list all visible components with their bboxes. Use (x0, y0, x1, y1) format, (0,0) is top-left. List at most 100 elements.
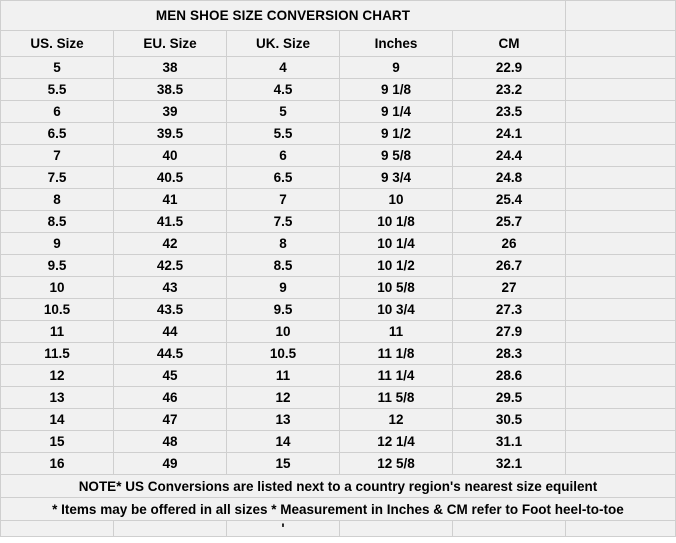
cell-us-size[interactable]: 7.5 (0, 166, 114, 189)
cell-inches[interactable]: 11 1/4 (339, 364, 453, 387)
row-spacer-cell[interactable] (565, 386, 676, 409)
cell-eu-size[interactable]: 43.5 (113, 298, 227, 321)
cell-eu-size[interactable]: 44.5 (113, 342, 227, 365)
cell-uk-size[interactable]: 11 (226, 364, 340, 387)
cell-inches[interactable]: 11 (339, 320, 453, 343)
row-spacer-cell[interactable] (565, 56, 676, 79)
cell-inches[interactable]: 12 (339, 408, 453, 431)
cell-inches[interactable]: 9 (339, 56, 453, 79)
cell-uk-size[interactable]: 14 (226, 430, 340, 453)
cell-cm[interactable]: 23.5 (452, 100, 566, 123)
row-spacer-cell[interactable] (565, 78, 676, 101)
cell-uk-size[interactable]: 5.5 (226, 122, 340, 145)
empty-cell-uk[interactable]: ' (226, 520, 340, 537)
column-header-cm[interactable]: CM (452, 30, 566, 57)
cell-us-size[interactable]: 7 (0, 144, 114, 167)
cell-us-size[interactable]: 14 (0, 408, 114, 431)
cell-uk-size[interactable]: 8.5 (226, 254, 340, 277)
cell-cm[interactable]: 26 (452, 232, 566, 255)
cell-uk-size[interactable]: 12 (226, 386, 340, 409)
cell-eu-size[interactable]: 48 (113, 430, 227, 453)
cell-eu-size[interactable]: 39.5 (113, 122, 227, 145)
row-spacer-cell[interactable] (565, 342, 676, 365)
row-spacer-cell[interactable] (565, 144, 676, 167)
cell-us-size[interactable]: 16 (0, 452, 114, 475)
cell-cm[interactable]: 22.9 (452, 56, 566, 79)
cell-eu-size[interactable]: 40.5 (113, 166, 227, 189)
cell-us-size[interactable]: 5.5 (0, 78, 114, 101)
cell-inches[interactable]: 12 1/4 (339, 430, 453, 453)
cell-cm[interactable]: 30.5 (452, 408, 566, 431)
cell-inches[interactable]: 10 5/8 (339, 276, 453, 299)
cell-eu-size[interactable]: 46 (113, 386, 227, 409)
cell-cm[interactable]: 27.3 (452, 298, 566, 321)
cell-us-size[interactable]: 8 (0, 188, 114, 211)
cell-eu-size[interactable]: 42.5 (113, 254, 227, 277)
cell-uk-size[interactable]: 10.5 (226, 342, 340, 365)
row-spacer-cell[interactable] (565, 210, 676, 233)
cell-cm[interactable]: 32.1 (452, 452, 566, 475)
cell-inches[interactable]: 11 5/8 (339, 386, 453, 409)
cell-us-size[interactable]: 9.5 (0, 254, 114, 277)
column-header-eu-size[interactable]: EU. Size (113, 30, 227, 57)
cell-inches[interactable]: 11 1/8 (339, 342, 453, 365)
cell-eu-size[interactable]: 40 (113, 144, 227, 167)
cell-inches[interactable]: 10 1/4 (339, 232, 453, 255)
cell-inches[interactable]: 12 5/8 (339, 452, 453, 475)
row-spacer-cell[interactable] (565, 408, 676, 431)
cell-eu-size[interactable]: 39 (113, 100, 227, 123)
empty-cell-us[interactable] (0, 520, 114, 537)
cell-uk-size[interactable]: 15 (226, 452, 340, 475)
row-spacer-cell[interactable] (565, 452, 676, 475)
cell-uk-size[interactable]: 7.5 (226, 210, 340, 233)
cell-uk-size[interactable]: 6 (226, 144, 340, 167)
cell-uk-size[interactable]: 4.5 (226, 78, 340, 101)
cell-uk-size[interactable]: 9 (226, 276, 340, 299)
empty-cell-cm[interactable] (452, 520, 566, 537)
cell-cm[interactable]: 29.5 (452, 386, 566, 409)
cell-inches[interactable]: 10 (339, 188, 453, 211)
cell-uk-size[interactable]: 13 (226, 408, 340, 431)
cell-cm[interactable]: 27 (452, 276, 566, 299)
row-spacer-cell[interactable] (565, 276, 676, 299)
column-header-uk-size[interactable]: UK. Size (226, 30, 340, 57)
cell-cm[interactable]: 27.9 (452, 320, 566, 343)
cell-inches[interactable]: 9 3/4 (339, 166, 453, 189)
cell-us-size[interactable]: 8.5 (0, 210, 114, 233)
cell-us-size[interactable]: 10 (0, 276, 114, 299)
cell-eu-size[interactable]: 38 (113, 56, 227, 79)
cell-us-size[interactable]: 9 (0, 232, 114, 255)
empty-cell-spacer[interactable] (565, 520, 676, 537)
row-spacer-cell[interactable] (565, 122, 676, 145)
cell-uk-size[interactable]: 4 (226, 56, 340, 79)
cell-inches[interactable]: 9 1/2 (339, 122, 453, 145)
cell-us-size[interactable]: 6 (0, 100, 114, 123)
column-header-inches[interactable]: Inches (339, 30, 453, 57)
cell-cm[interactable]: 28.6 (452, 364, 566, 387)
row-spacer-cell[interactable] (565, 188, 676, 211)
cell-uk-size[interactable]: 9.5 (226, 298, 340, 321)
cell-us-size[interactable]: 5 (0, 56, 114, 79)
cell-eu-size[interactable]: 47 (113, 408, 227, 431)
cell-eu-size[interactable]: 44 (113, 320, 227, 343)
row-spacer-cell[interactable] (565, 166, 676, 189)
row-spacer-cell[interactable] (565, 364, 676, 387)
cell-us-size[interactable]: 6.5 (0, 122, 114, 145)
row-spacer-cell[interactable] (565, 430, 676, 453)
cell-eu-size[interactable]: 49 (113, 452, 227, 475)
note-conversions[interactable]: NOTE* US Conversions are listed next to … (0, 474, 676, 498)
cell-cm[interactable]: 24.8 (452, 166, 566, 189)
cell-inches[interactable]: 9 1/4 (339, 100, 453, 123)
title-row-spacer-cell[interactable] (565, 0, 676, 31)
cell-us-size[interactable]: 10.5 (0, 298, 114, 321)
cell-cm[interactable]: 24.1 (452, 122, 566, 145)
cell-uk-size[interactable]: 10 (226, 320, 340, 343)
row-spacer-cell[interactable] (565, 298, 676, 321)
cell-cm[interactable]: 26.7 (452, 254, 566, 277)
cell-inches[interactable]: 9 1/8 (339, 78, 453, 101)
cell-us-size[interactable]: 11.5 (0, 342, 114, 365)
cell-eu-size[interactable]: 41 (113, 188, 227, 211)
cell-inches[interactable]: 10 1/8 (339, 210, 453, 233)
cell-cm[interactable]: 24.4 (452, 144, 566, 167)
cell-us-size[interactable]: 11 (0, 320, 114, 343)
